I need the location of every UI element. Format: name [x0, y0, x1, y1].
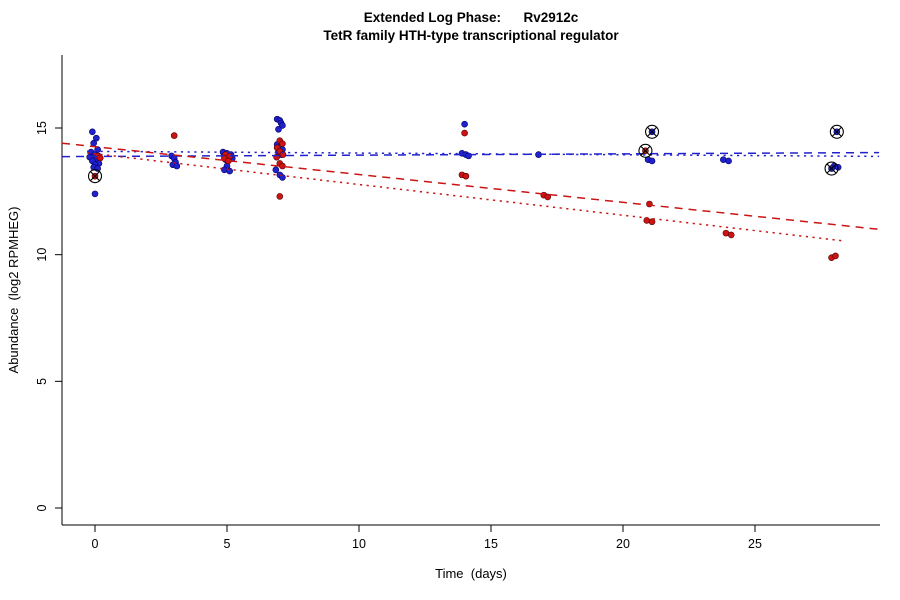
x-axis-label: Time (days)	[435, 566, 507, 581]
chart-subtitle: TetR family HTH-type transcriptional reg…	[323, 28, 619, 43]
circled-point-x-stroke	[831, 126, 842, 137]
circled-point-marker	[644, 124, 660, 139]
data-point-blue	[725, 157, 732, 165]
data-point-blue	[648, 157, 656, 165]
trend-line-blue-dashed	[61, 151, 880, 158]
data-point-red	[279, 140, 286, 148]
data-point-blue	[90, 139, 97, 147]
x-tick-label: 5	[224, 537, 231, 551]
circled-point-marker	[829, 124, 844, 139]
data-point-blue	[93, 134, 100, 142]
y-tick-label: 5	[35, 378, 49, 385]
x-tick-label: 0	[92, 537, 99, 551]
trend-line-blue-dotted	[87, 150, 880, 158]
circled-point-x-stroke	[640, 145, 651, 156]
data-point-red	[648, 218, 656, 226]
data-point-blue	[272, 166, 280, 174]
data-point-red	[276, 193, 284, 200]
x-tick-label: 15	[484, 537, 498, 551]
circled-point-x-stroke	[826, 163, 837, 174]
data-point-blue	[91, 190, 99, 198]
y-tick-label: 0	[35, 504, 49, 511]
data-point-red	[279, 162, 286, 170]
data-point-red	[170, 132, 178, 139]
x-tick-label: 10	[352, 537, 366, 551]
x-tick-label: 20	[616, 537, 630, 551]
circled-point-marker	[638, 143, 653, 158]
y-tick-label: 10	[35, 248, 49, 262]
trend-line-red-dotted	[86, 152, 843, 242]
data-point-blue	[461, 120, 468, 128]
data-point-blue	[89, 128, 96, 136]
data-point-red	[462, 172, 470, 180]
y-axis-label: Abundance (log2 RPMHEG)	[6, 206, 21, 374]
circled-point-x-stroke	[90, 171, 100, 182]
data-point-red	[832, 252, 839, 260]
data-point-blue	[279, 122, 286, 129]
data-point-blue	[275, 125, 282, 133]
trend-line-red-dashed	[61, 142, 880, 231]
data-point-red	[96, 154, 104, 162]
x-tick-label: 25	[748, 537, 762, 551]
chart-title: Extended Log Phase: Rv2912c	[363, 10, 579, 25]
circled-point-marker	[87, 169, 103, 184]
data-point-red	[461, 129, 468, 137]
data-point-red	[544, 193, 552, 201]
data-point-red	[727, 231, 735, 239]
circled-point-x-stroke	[647, 126, 658, 137]
data-point-blue	[173, 162, 181, 170]
circled-point-marker	[824, 161, 839, 176]
y-tick-label: 15	[35, 121, 49, 135]
data-point-red	[646, 200, 653, 208]
